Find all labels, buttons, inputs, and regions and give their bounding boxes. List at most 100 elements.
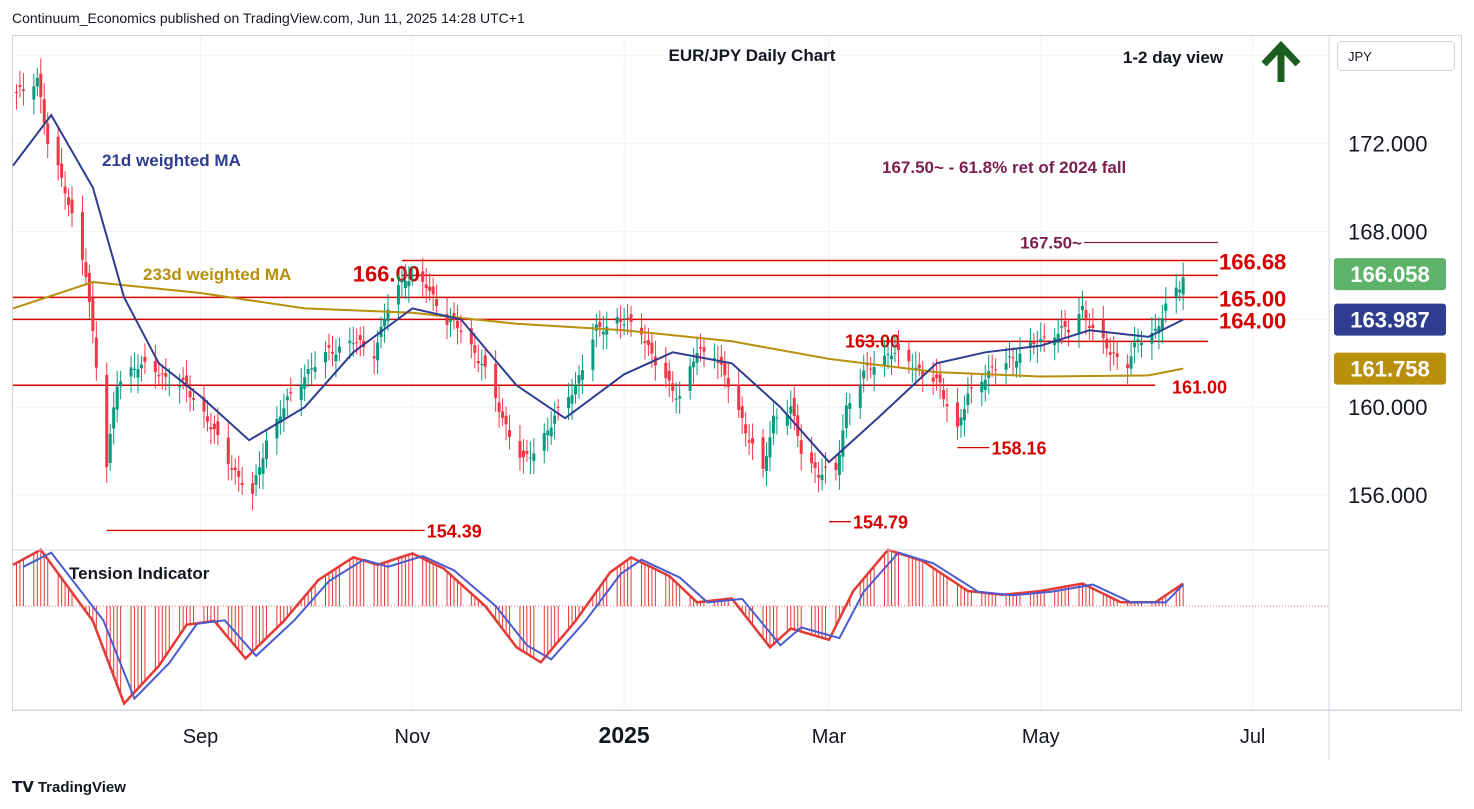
levels-layer: 167.50~ 158.16 154.79 154.39 166.68 165.00164… bbox=[13, 233, 1286, 541]
candle-body bbox=[726, 377, 730, 388]
level-label: 165.00 bbox=[1219, 286, 1286, 311]
candle-body bbox=[1181, 277, 1185, 295]
candle-body bbox=[969, 387, 973, 389]
candle-body bbox=[35, 77, 39, 87]
candle-body bbox=[556, 406, 560, 408]
candle-body bbox=[282, 408, 286, 419]
candle-body bbox=[702, 347, 706, 352]
candle-body bbox=[528, 457, 532, 459]
candle-body bbox=[157, 375, 161, 377]
candle-body bbox=[1108, 352, 1112, 355]
candle-body bbox=[80, 211, 84, 260]
candle-body bbox=[230, 468, 234, 470]
candle-body bbox=[1133, 342, 1137, 348]
candle-body bbox=[792, 397, 796, 417]
candle-body bbox=[455, 320, 459, 329]
candle-body bbox=[570, 395, 574, 404]
candle-body bbox=[945, 404, 949, 407]
candle-body bbox=[1014, 361, 1018, 368]
candle-body bbox=[643, 341, 647, 344]
candle-body bbox=[254, 475, 258, 485]
candle-body bbox=[209, 427, 213, 430]
candle-body bbox=[959, 417, 963, 426]
candle-body bbox=[580, 370, 584, 380]
candle-body bbox=[143, 356, 147, 362]
level-label: 154.39 bbox=[427, 521, 482, 541]
price-tag-label: 163.987 bbox=[1350, 308, 1430, 333]
candle-body bbox=[258, 467, 262, 475]
candle-body bbox=[1150, 333, 1154, 344]
candle-body bbox=[768, 437, 772, 458]
candle-body bbox=[615, 317, 619, 324]
candle-body bbox=[508, 430, 512, 437]
candle-body bbox=[737, 384, 741, 410]
candle-body bbox=[46, 123, 50, 144]
candle-body bbox=[167, 384, 171, 386]
price-tag-label: 166.058 bbox=[1350, 262, 1430, 287]
candle-body bbox=[771, 415, 775, 434]
candle-body bbox=[129, 367, 133, 377]
candle-body bbox=[112, 407, 116, 429]
candle-body bbox=[497, 402, 501, 412]
grid-lines bbox=[13, 36, 1329, 710]
candle-body bbox=[435, 299, 439, 306]
labels-layer: 166.058 163.987 161.758 bbox=[1334, 258, 1446, 385]
candle-body bbox=[105, 374, 109, 467]
candle-body bbox=[185, 375, 189, 388]
candle-body bbox=[330, 351, 334, 354]
candle-body bbox=[1153, 328, 1157, 331]
candle-body bbox=[869, 368, 873, 370]
candle-body bbox=[761, 437, 765, 469]
candle-body bbox=[521, 450, 525, 458]
candle-body bbox=[337, 346, 341, 353]
candle-body bbox=[32, 86, 36, 100]
x-tick-label: Mar bbox=[812, 726, 847, 748]
candle-body bbox=[994, 369, 998, 371]
candle-body bbox=[629, 314, 633, 322]
candle-body bbox=[178, 385, 182, 388]
candle-body bbox=[574, 384, 578, 395]
candle-body bbox=[622, 324, 626, 326]
candle-body bbox=[1101, 319, 1105, 339]
candle-body bbox=[813, 462, 817, 469]
x-tick-label: 2025 bbox=[599, 722, 650, 748]
candle-body bbox=[483, 355, 487, 367]
candle-body bbox=[1164, 303, 1168, 311]
candle-body bbox=[955, 402, 959, 427]
candle-body bbox=[21, 89, 25, 91]
candle-body bbox=[70, 199, 74, 214]
candle-body bbox=[306, 369, 310, 375]
candle-body bbox=[1004, 363, 1008, 370]
candle-body bbox=[1063, 321, 1067, 327]
candle-body bbox=[532, 453, 536, 461]
candle-body bbox=[747, 440, 751, 443]
retracement-label: 167.50~ bbox=[1020, 233, 1082, 252]
candle-body bbox=[251, 483, 255, 494]
candle-body bbox=[181, 377, 185, 380]
candle-body bbox=[476, 361, 480, 364]
candle-body bbox=[567, 397, 571, 409]
wma233-line bbox=[12, 280, 1184, 378]
tradingview-logo[interactable]: TV TradingView bbox=[12, 778, 126, 796]
candle-body bbox=[39, 73, 43, 98]
candle-body bbox=[1077, 313, 1081, 333]
candle-body bbox=[334, 354, 338, 362]
candle-body bbox=[1139, 342, 1143, 345]
candle-body bbox=[480, 363, 484, 365]
candle-body bbox=[233, 467, 237, 471]
candle-body bbox=[1060, 326, 1064, 328]
candle-body bbox=[431, 286, 435, 295]
candle-body bbox=[820, 474, 824, 481]
candle-body bbox=[372, 356, 376, 359]
candle-body bbox=[324, 352, 328, 363]
candle-body bbox=[310, 368, 314, 370]
axes-layer: 156.000160.000164.000168.000172.000176.0… bbox=[13, 36, 1461, 760]
candle-body bbox=[115, 386, 119, 410]
currency-selector[interactable]: JPY bbox=[1337, 41, 1455, 71]
candle-body bbox=[1129, 356, 1133, 369]
publisher-header: Continuum_Economics published on Trading… bbox=[12, 10, 525, 26]
retracement-note: 167.50~ - 61.8% ret of 2024 fall bbox=[882, 158, 1126, 177]
candle-body bbox=[990, 366, 994, 368]
candle-body bbox=[264, 440, 268, 460]
price-tag-label: 161.758 bbox=[1350, 357, 1430, 382]
